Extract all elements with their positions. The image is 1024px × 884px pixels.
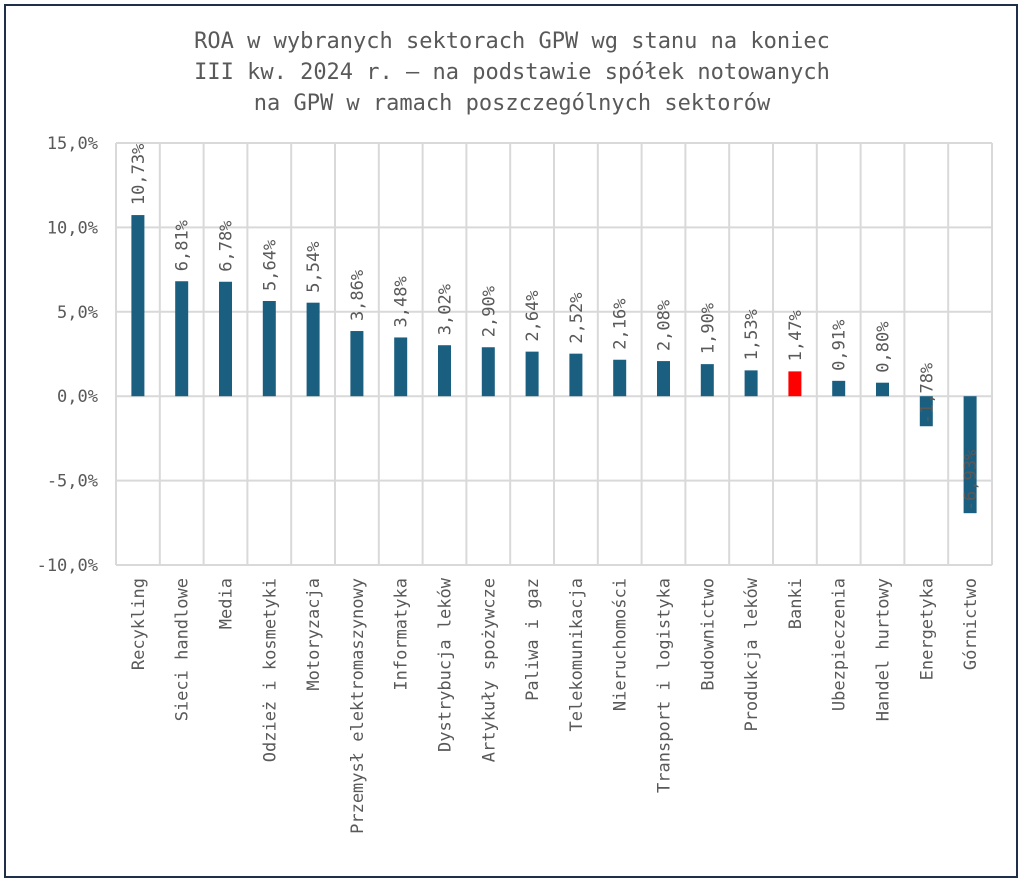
value-label: 1,53%	[742, 309, 762, 360]
value-label: 2,64%	[523, 290, 543, 341]
value-label: 3,02%	[436, 284, 456, 335]
value-label: 6,78%	[217, 221, 237, 272]
y-tick-label: 15,0%	[47, 134, 98, 154]
value-label: 0,91%	[830, 320, 850, 371]
bars	[131, 215, 977, 514]
gridlines	[115, 142, 993, 566]
value-label: -1,78%	[917, 363, 937, 424]
category-label: Artykuły spożywcze	[479, 578, 499, 762]
category-label: Telekomunikacja	[567, 578, 587, 732]
value-label: 6,81%	[173, 220, 193, 271]
bar-15	[788, 371, 802, 397]
bar-8	[481, 347, 495, 397]
bar-5	[350, 331, 364, 397]
chart-title-line-3: na GPW w ramach poszczególnych sektorów	[253, 91, 771, 116]
category-label: Transport i logistyka	[655, 578, 675, 793]
value-label: 0,80%	[874, 322, 894, 373]
category-label: Ubezpieczenia	[830, 578, 850, 711]
bar-9	[525, 351, 539, 397]
y-tick-label: 0,0%	[57, 387, 98, 407]
bar-1	[175, 281, 189, 397]
chart-title: ROA w wybranych sektorach GPW wg stanu n…	[0, 26, 1024, 119]
bar-17	[876, 382, 889, 397]
category-label: Górnictwo	[961, 578, 981, 670]
value-label: 2,08%	[655, 300, 675, 351]
y-tick-label: -5,0%	[47, 472, 98, 492]
chart-title-line-1: ROA w wybranych sektorach GPW wg stanu n…	[194, 29, 830, 54]
bar-4	[306, 302, 320, 397]
bar-14	[744, 370, 758, 397]
category-labels: Recykling Sieci handlowe Media Odzież i kos…	[129, 577, 981, 834]
bar-3	[262, 300, 276, 397]
value-label: 10,73%	[129, 144, 149, 205]
y-tick-label: -10,0%	[37, 556, 98, 576]
category-label: Recykling	[129, 578, 149, 670]
value-label: 5,64%	[260, 240, 280, 291]
bar-7	[438, 345, 451, 397]
y-tick-label: 10,0%	[47, 218, 98, 238]
category-label: Sieci handlowe	[173, 578, 193, 721]
value-label: 2,90%	[479, 286, 499, 337]
value-labels: 10,73% 6,81% 6,78% 5,64% 5,54% 3,86% 3,48% 3,02…	[129, 144, 981, 512]
value-label: 1,90%	[698, 303, 718, 354]
bar-2	[219, 281, 232, 397]
category-label: Budownictwo	[698, 578, 718, 691]
y-axis-ticks: 15,0% 10,0% 5,0% 0,0% -5,0% -10,0%	[37, 134, 98, 576]
category-label: Przemysł elektromaszynowy	[348, 578, 368, 834]
chart-title-line-2: III kw. 2024 r. – na podstawie spółek no…	[194, 60, 830, 85]
bar-13	[700, 364, 714, 397]
category-label: Media	[217, 578, 237, 629]
value-label: 5,54%	[304, 241, 324, 292]
bar-16	[832, 380, 846, 397]
category-label: Informatyka	[392, 578, 412, 691]
bar-6	[394, 337, 408, 397]
category-label: Energetyka	[917, 578, 937, 680]
bar-11	[613, 359, 627, 397]
value-label: -6,93%	[961, 450, 981, 511]
value-label: 3,48%	[392, 276, 412, 327]
category-label: Handel hurtowy	[874, 578, 894, 721]
category-label: Dystrybucja leków	[436, 577, 456, 752]
value-label: 3,86%	[348, 270, 368, 321]
bar-19	[963, 396, 977, 514]
y-tick-label: 5,0%	[57, 303, 98, 323]
category-label: Banki	[786, 578, 806, 629]
bar-10	[569, 353, 583, 397]
value-label: 1,47%	[786, 310, 806, 361]
category-label: Produkcja leków	[742, 577, 762, 731]
category-label: Odzież i kosmetyki	[260, 578, 280, 762]
bar-0	[131, 215, 145, 397]
category-label: Paliwa i gaz	[523, 578, 543, 701]
bar-12	[657, 361, 670, 397]
category-label: Motoryzacja	[304, 578, 324, 691]
value-label: 2,52%	[567, 292, 587, 343]
bar-18	[919, 396, 933, 427]
value-label: 2,16%	[611, 299, 631, 350]
category-label: Nieruchomości	[611, 578, 631, 711]
